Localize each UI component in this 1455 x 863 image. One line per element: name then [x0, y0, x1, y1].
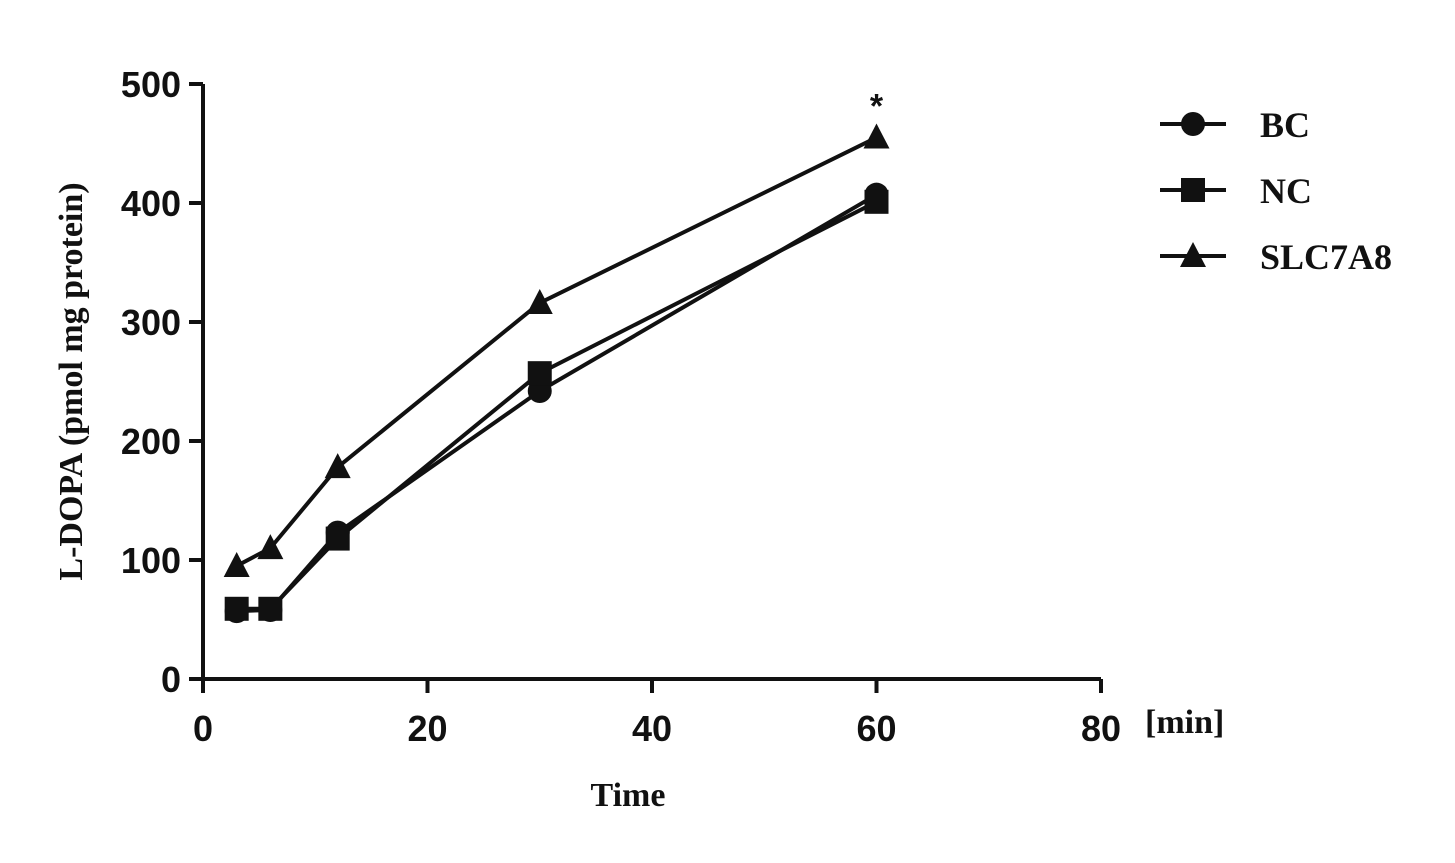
legend-marker-nc — [1181, 178, 1205, 202]
data-point-slc7a8 — [223, 551, 250, 577]
legend: BC NC SLC7A8 — [1160, 105, 1392, 277]
x-tick-label: 40 — [632, 708, 672, 749]
data-point-slc7a8 — [324, 453, 351, 479]
x-tick-label: 20 — [407, 708, 447, 749]
series-slc7a8 — [223, 123, 890, 577]
y-axis-title: L-DOPA (pmol mg protein) — [53, 182, 90, 580]
series-nc — [224, 189, 889, 621]
legend-marker-slc7a8 — [1180, 242, 1206, 267]
legend-marker-bc — [1181, 112, 1205, 136]
y-tick-label: 300 — [121, 302, 181, 343]
data-point-nc — [224, 596, 249, 621]
data-point-slc7a8 — [526, 288, 553, 314]
x-axis-unit: [min] — [1145, 704, 1224, 741]
data-point-slc7a8 — [257, 534, 284, 560]
x-tick-label: 0 — [193, 708, 213, 749]
axes: 0 20 40 60 80 0 100 200 300 400 500 — [121, 64, 1121, 749]
data-point-slc7a8 — [863, 123, 890, 149]
y-tick-label: 100 — [121, 540, 181, 581]
data-point-nc — [527, 361, 552, 386]
legend-item-bc: BC — [1160, 105, 1310, 145]
legend-label-bc: BC — [1260, 105, 1310, 145]
legend-label-slc7a8: SLC7A8 — [1260, 237, 1392, 277]
y-tick-label: 500 — [121, 64, 181, 105]
data-point-nc — [258, 596, 283, 621]
series-bc — [224, 182, 889, 624]
y-tick-label: 400 — [121, 183, 181, 224]
annotation-layer: * — [870, 88, 884, 126]
x-axis-title: Time — [591, 777, 666, 814]
significance-marker: * — [870, 88, 884, 126]
x-tick-label: 80 — [1081, 708, 1121, 749]
data-point-nc — [864, 189, 889, 214]
legend-item-nc: NC — [1160, 171, 1312, 211]
legend-label-nc: NC — [1260, 171, 1312, 211]
x-tick-label: 60 — [856, 708, 896, 749]
series-line-slc7a8 — [235, 135, 878, 568]
y-tick-label: 200 — [121, 421, 181, 462]
data-point-nc — [325, 526, 350, 551]
legend-item-slc7a8: SLC7A8 — [1160, 237, 1392, 277]
series-layer — [223, 123, 890, 624]
y-tick-label: 0 — [161, 659, 181, 700]
